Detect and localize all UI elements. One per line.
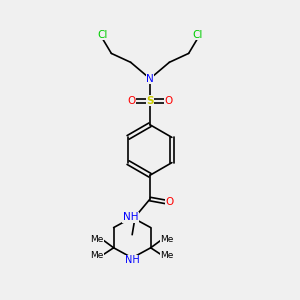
Text: O: O [127,96,135,106]
Text: O: O [165,96,173,106]
Text: Me: Me [160,251,174,260]
Text: S: S [146,96,154,106]
Text: Me: Me [91,235,104,244]
Text: Me: Me [91,251,104,260]
Text: NH: NH [123,212,138,223]
Text: Cl: Cl [97,30,108,40]
Text: N: N [146,74,154,84]
Text: O: O [165,197,173,207]
Text: Cl: Cl [192,30,203,40]
Text: NH: NH [125,255,140,265]
Text: Me: Me [160,235,174,244]
